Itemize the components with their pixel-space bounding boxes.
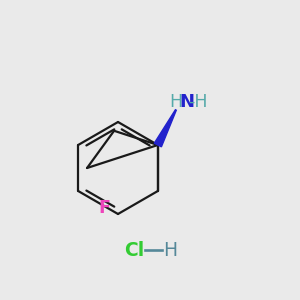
Text: -H: -H bbox=[188, 93, 208, 111]
Text: Cl: Cl bbox=[124, 241, 144, 260]
Text: H: H bbox=[169, 93, 182, 111]
Text: N: N bbox=[179, 93, 194, 111]
Text: F: F bbox=[98, 199, 110, 217]
Polygon shape bbox=[154, 110, 176, 147]
Text: H: H bbox=[163, 241, 177, 260]
